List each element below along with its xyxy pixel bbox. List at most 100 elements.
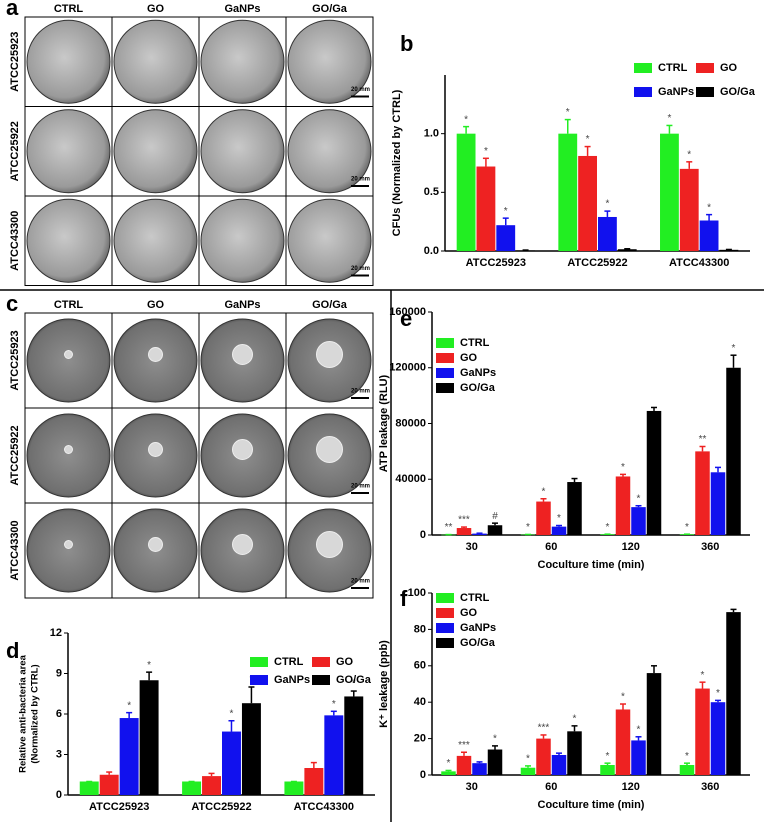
legend-label: GO xyxy=(336,656,354,668)
x-tick-label: 360 xyxy=(701,541,719,553)
inhibition-zone xyxy=(64,445,73,454)
bar xyxy=(472,763,487,775)
significance-mark: * xyxy=(230,708,234,719)
bar xyxy=(631,507,646,535)
panel-label: b xyxy=(400,31,413,56)
panel-label: c xyxy=(6,291,18,316)
y-tick-label: 0 xyxy=(420,769,426,781)
plate-image xyxy=(113,198,198,283)
legend-label: GO xyxy=(460,352,478,364)
significance-mark: * xyxy=(557,513,561,524)
bar xyxy=(558,133,578,251)
column-header: GO/Ga xyxy=(312,3,348,15)
significance-mark: *** xyxy=(458,740,470,751)
significance-mark: *** xyxy=(458,515,470,526)
bar xyxy=(567,731,582,775)
legend-swatch xyxy=(436,623,454,633)
scale-bar-label: 20 mm xyxy=(351,177,370,183)
significance-mark: * xyxy=(484,146,488,157)
plate-image xyxy=(287,198,372,283)
significance-mark: * xyxy=(332,699,336,710)
scale-bar-label: 20 mm xyxy=(351,87,370,93)
significance-mark: * xyxy=(606,751,610,762)
bar xyxy=(699,220,719,251)
significance-mark: * xyxy=(566,107,570,118)
scale-bar-label: 20 mm xyxy=(351,266,370,272)
y-tick-label: 20 xyxy=(414,733,426,745)
bar xyxy=(472,533,487,535)
plate-image xyxy=(287,19,372,104)
bar xyxy=(726,367,741,535)
significance-mark: * xyxy=(542,486,546,497)
plate-image xyxy=(113,109,198,194)
legend-swatch xyxy=(634,63,652,73)
legend-swatch xyxy=(436,593,454,603)
inhibition-zone xyxy=(232,534,253,555)
bar xyxy=(119,718,139,795)
y-tick-label: 0 xyxy=(56,789,62,801)
x-tick-label: 360 xyxy=(701,781,719,793)
plate-image xyxy=(287,109,372,194)
x-tick-label: 120 xyxy=(622,781,640,793)
x-tick-label: 60 xyxy=(545,541,557,553)
significance-mark: * xyxy=(687,149,691,160)
inhibition-zone xyxy=(316,531,343,558)
bar xyxy=(241,703,261,795)
bar xyxy=(719,249,739,251)
inhibition-zone xyxy=(232,439,253,460)
x-axis-label: Coculture time (min) xyxy=(538,799,645,811)
inhibition-zone xyxy=(148,347,163,362)
y-axis-label: ATP leakage (RLU) xyxy=(378,374,390,472)
row-label: ATCC43300 xyxy=(9,211,21,271)
x-tick-label: 30 xyxy=(466,541,478,553)
column-header: CTRL xyxy=(54,299,84,311)
plate-image xyxy=(26,413,111,498)
column-header: GO xyxy=(147,299,165,311)
panel-label: e xyxy=(400,306,412,331)
y-tick-label: 160000 xyxy=(389,306,426,318)
y-tick-label: 100 xyxy=(408,587,426,599)
y-tick-label: 80000 xyxy=(395,417,426,429)
bar xyxy=(660,133,679,251)
y-axis-label: CFUs (Normalized by CTRL) xyxy=(391,89,403,236)
y-tick-label: 60 xyxy=(414,660,426,672)
y-tick-label: 0.5 xyxy=(424,186,439,198)
bar xyxy=(344,696,364,795)
legend-swatch xyxy=(436,638,454,648)
bar xyxy=(679,764,695,775)
y-tick-label: 40 xyxy=(414,696,426,708)
legend-label: GO xyxy=(720,62,738,74)
bar xyxy=(615,709,631,775)
significance-mark: * xyxy=(621,462,625,473)
legend-label: CTRL xyxy=(274,656,304,668)
bar xyxy=(324,715,344,795)
bar xyxy=(710,472,726,535)
y-tick-label: 12 xyxy=(50,627,62,639)
significance-mark: * xyxy=(352,679,356,690)
legend-swatch xyxy=(250,675,268,685)
plate-image xyxy=(200,19,285,104)
bar xyxy=(476,166,496,251)
significance-mark: * xyxy=(526,754,530,765)
significance-mark: * xyxy=(685,751,689,762)
plate-image xyxy=(113,19,198,104)
bar xyxy=(456,133,476,251)
bar xyxy=(182,781,202,795)
inhibition-zone xyxy=(64,540,73,549)
y-axis-label: (Normalized by CTRL) xyxy=(30,664,41,763)
plate-image xyxy=(26,318,111,403)
bar xyxy=(222,731,241,795)
row-label: ATCC25923 xyxy=(9,32,21,92)
y-axis-label: K⁺ leakage (ppb) xyxy=(378,640,390,728)
bar xyxy=(646,673,662,775)
bar xyxy=(615,476,631,535)
bar xyxy=(598,216,617,251)
significance-mark: * xyxy=(732,343,736,354)
column-header: GaNPs xyxy=(224,299,260,311)
significance-mark: * xyxy=(701,670,705,681)
bar xyxy=(520,767,536,775)
legend-swatch xyxy=(436,338,454,348)
legend-swatch xyxy=(250,657,268,667)
bar xyxy=(567,482,582,535)
legend-swatch xyxy=(312,675,330,685)
